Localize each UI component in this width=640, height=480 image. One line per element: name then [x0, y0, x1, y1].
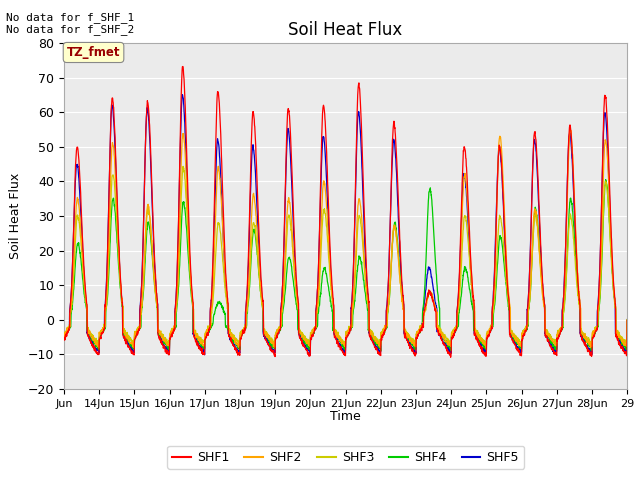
SHF3	[116, 280, 124, 286]
Legend: SHF1, SHF2, SHF3, SHF4, SHF5: SHF1, SHF2, SHF3, SHF4, SHF5	[167, 446, 524, 469]
SHF2	[566, 125, 574, 131]
SHF4	[602, 177, 609, 182]
SHF2	[616, 334, 623, 340]
SHF2	[547, 336, 555, 342]
SHF4	[380, 329, 387, 335]
Line: SHF4: SHF4	[64, 180, 627, 351]
SHF4	[238, 331, 246, 337]
SHF3	[623, 317, 631, 323]
SHF1	[179, 63, 187, 69]
SHF2	[515, 341, 523, 347]
SHF4	[116, 285, 124, 291]
SHF4	[623, 317, 631, 323]
SHF1	[60, 336, 68, 341]
SHF3	[179, 164, 187, 169]
SHF1	[548, 346, 556, 352]
Title: Soil Heat Flux: Soil Heat Flux	[289, 21, 403, 39]
X-axis label: Time: Time	[330, 410, 361, 423]
SHF3	[616, 332, 623, 338]
Line: SHF1: SHF1	[64, 66, 627, 357]
SHF5	[516, 347, 524, 352]
SHF5	[179, 92, 186, 97]
SHF5	[116, 277, 124, 283]
SHF5	[623, 317, 631, 323]
SHF4	[60, 335, 68, 341]
SHF4	[616, 335, 623, 341]
SHF2	[623, 317, 631, 323]
Text: TZ_fmet: TZ_fmet	[67, 46, 120, 59]
Line: SHF5: SHF5	[64, 95, 627, 355]
SHF5	[239, 330, 246, 336]
SHF5	[616, 339, 623, 345]
Line: SHF2: SHF2	[64, 128, 627, 348]
SHF3	[380, 327, 388, 333]
SHF4	[515, 345, 523, 350]
SHF1	[516, 349, 524, 355]
SHF1	[447, 354, 454, 360]
SHF4	[377, 348, 385, 354]
SHF2	[60, 333, 68, 339]
SHF3	[305, 342, 313, 348]
SHF4	[547, 340, 555, 346]
Text: No data for f_SHF_1
No data for f_SHF_2: No data for f_SHF_1 No data for f_SHF_2	[6, 12, 134, 36]
SHF5	[380, 329, 388, 335]
SHF1	[238, 333, 246, 338]
SHF2	[380, 328, 387, 334]
Y-axis label: Soil Heat Flux: Soil Heat Flux	[10, 173, 22, 259]
Line: SHF3: SHF3	[64, 167, 627, 345]
SHF3	[238, 329, 246, 335]
SHF3	[60, 329, 68, 335]
SHF1	[380, 330, 387, 336]
SHF5	[548, 344, 556, 349]
SHF2	[116, 276, 124, 281]
SHF1	[616, 341, 623, 347]
SHF2	[238, 331, 246, 336]
SHF5	[201, 352, 209, 358]
SHF3	[548, 336, 556, 342]
SHF1	[116, 272, 124, 278]
SHF3	[516, 338, 524, 344]
SHF5	[60, 335, 68, 340]
SHF1	[623, 318, 631, 324]
SHF2	[483, 346, 490, 351]
